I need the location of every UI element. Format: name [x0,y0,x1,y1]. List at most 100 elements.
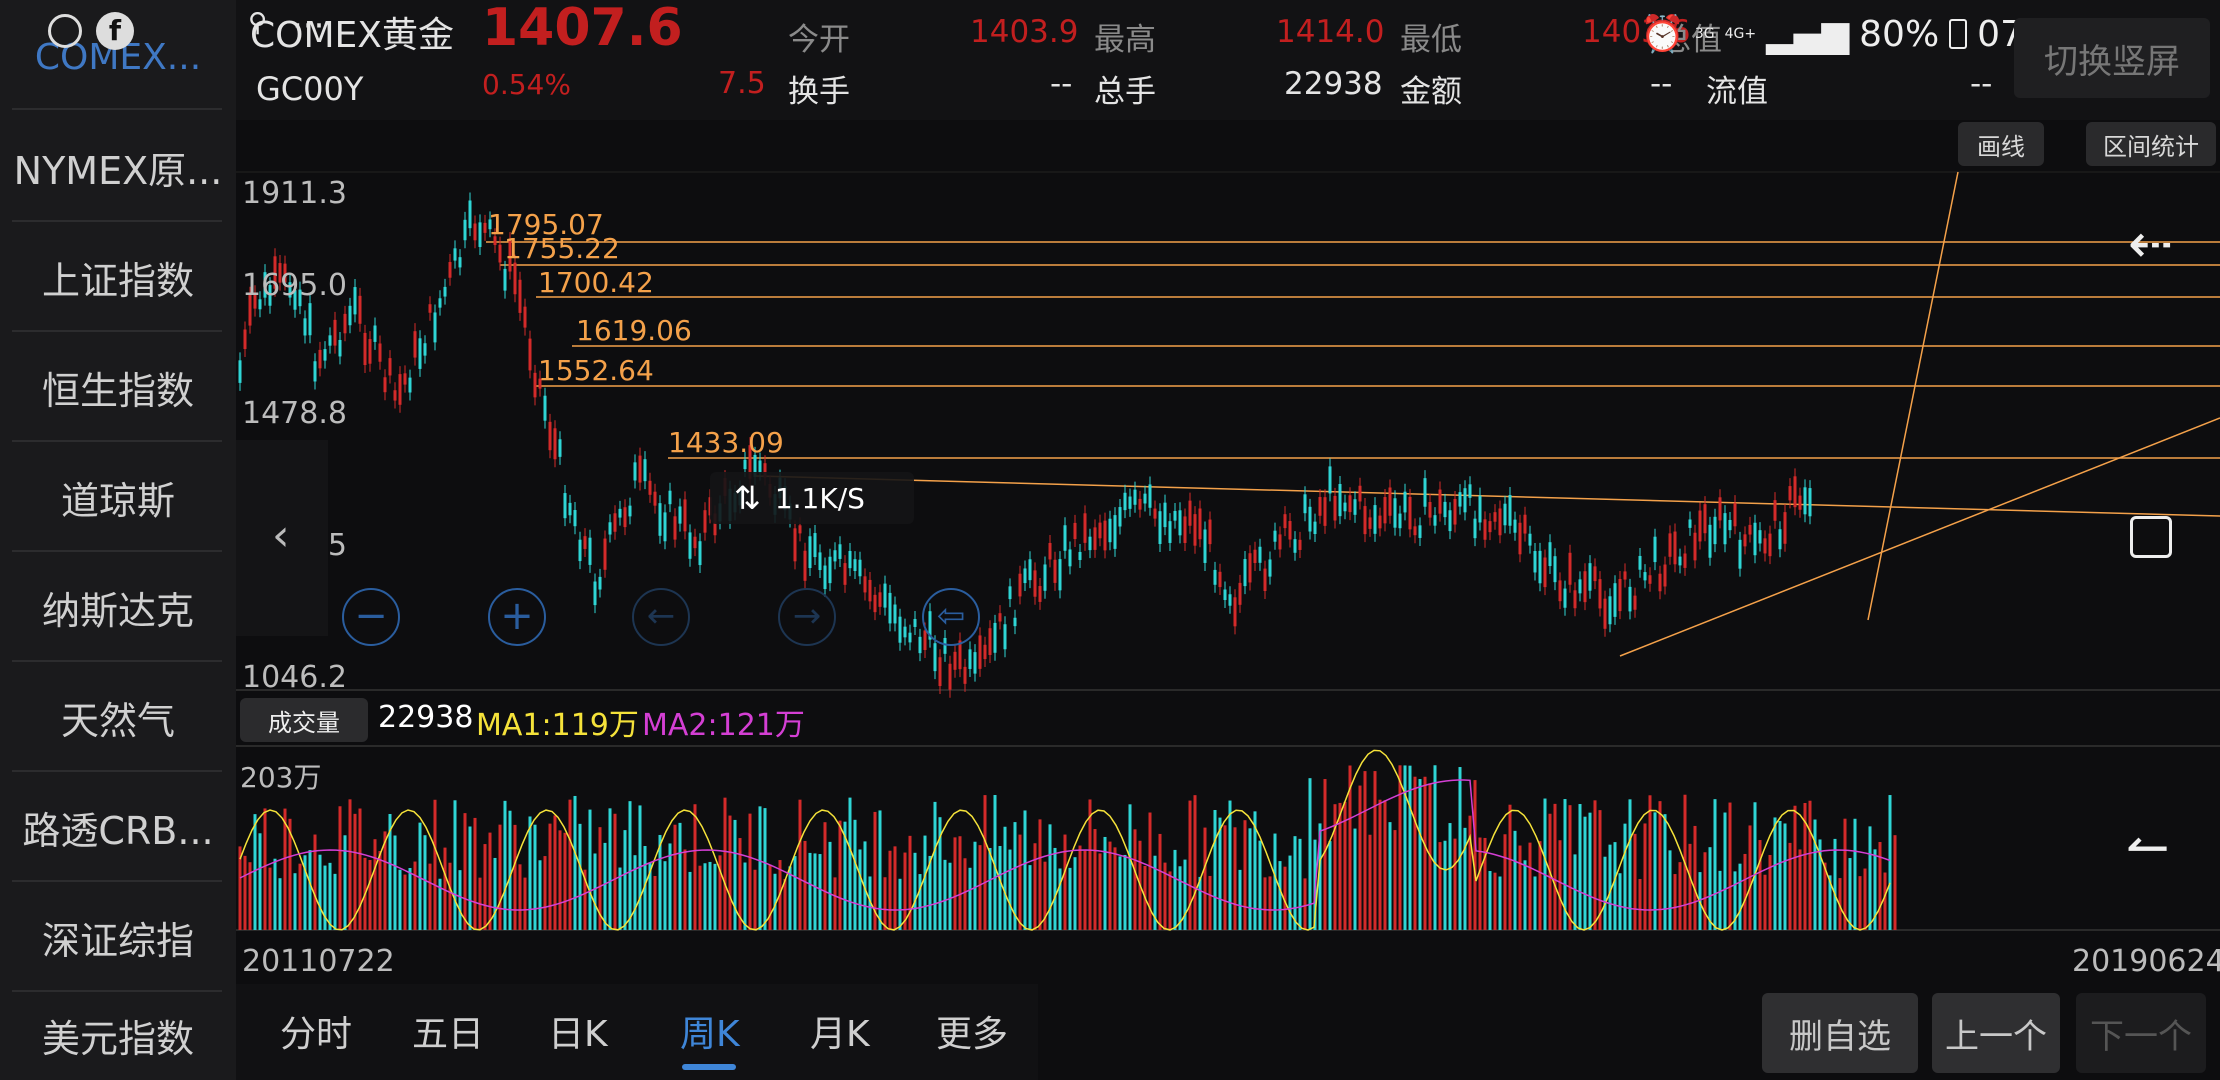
tab-intraday[interactable]: 分时 [280,1014,353,1055]
volume-bar [1018,834,1022,930]
candle-body [818,552,822,571]
draw-line-button[interactable]: 画线 [1958,122,2044,166]
candle-body [1293,539,1297,553]
candle-body [1188,500,1192,526]
volume-bar [538,860,542,930]
candle-body [1078,551,1082,561]
volume-tab[interactable]: 成交量 [240,698,368,742]
tab-five-day[interactable]: 五日 [412,1014,485,1055]
candle-body [473,223,477,241]
volume-bar [1203,827,1207,930]
sidebar-item-dxy[interactable]: 美元指数 [41,1016,194,1061]
volume-bar [533,824,537,930]
volume-bar [863,841,867,930]
volume-bar [273,858,277,930]
chart-prev-panel[interactable]: ‹ [236,440,328,636]
volume-bar [1613,842,1617,930]
volume-bar [328,862,332,930]
volume-bar [928,855,932,930]
tab-monthly[interactable]: 月K [810,1014,870,1055]
step-tool-icon[interactable]: ↼ [2126,818,2170,878]
scroll-right-icon[interactable]: → [778,588,836,646]
candle-body [243,329,247,350]
candle-body [518,279,522,313]
candle-body [1348,495,1352,513]
volume-bar [628,801,632,930]
delete-watchlist-button[interactable]: 删自选 [1762,993,1918,1073]
instrument-name: COMEX黄金 [250,15,454,56]
volume-ma1: MA1:119万 [476,708,639,743]
volume-bar [1818,839,1822,930]
last-price: 1407.6 [482,0,683,58]
volume-bar [1383,800,1387,930]
volume-bar [1298,838,1302,930]
candle-body [1218,571,1222,588]
volume-bar [868,876,872,930]
candle-body [1413,526,1417,536]
search-icon[interactable]: ⚲ [248,8,268,38]
zoom-out-icon[interactable]: − [342,588,400,646]
prev-instrument-button[interactable]: 上一个 [1932,993,2060,1073]
candle-body [453,248,457,261]
volume-bar [583,869,587,930]
volume-bar [1888,795,1892,930]
volume-bar [563,832,567,930]
candle-body [1663,564,1667,587]
volume-bar [1153,855,1157,930]
sidebar-item-hangseng[interactable]: 恒生指数 [41,368,194,413]
candle-body [1718,497,1722,521]
volume-bar [1058,868,1062,930]
candle-body [613,513,617,532]
field-value-low: 1403.6 [1582,14,1691,50]
volume-bar [873,811,877,930]
candle-body [1738,539,1742,569]
sidebar-item-nymex[interactable]: NYMEX原... [13,148,223,193]
volume-bar [358,808,362,930]
zoom-in-icon[interactable]: + [488,588,546,646]
rect-tool-icon[interactable] [2130,516,2172,558]
volume-bar [518,864,522,930]
candle-body [308,303,312,336]
reset-icon[interactable]: ⇦ [922,588,980,646]
volume-bar [1673,874,1677,930]
volume-bar [1373,771,1377,930]
volume-bar [423,835,427,930]
sidebar-item-shanghai[interactable]: 上证指数 [41,258,194,303]
divider [12,550,222,552]
candle-body [563,493,567,519]
sidebar-item-crb[interactable]: 路透CRB... [22,808,214,853]
sidebar-item-natgas[interactable]: 天然气 [60,698,175,743]
more-dots[interactable]: ··· [292,6,325,46]
volume-bar [1743,853,1747,930]
volume-bar [618,867,622,930]
candle-body [1073,522,1077,540]
sidebar-item-nasdaq[interactable]: 纳斯达克 [41,588,194,633]
sidebar-item-szcomp[interactable]: 深证综指 [41,918,194,963]
volume-bar [803,840,807,930]
battery-icon [1949,19,1968,49]
sidebar-item-dowjones[interactable]: 道琼斯 [60,478,175,523]
tab-daily[interactable]: 日K [548,1014,608,1055]
candle-body [238,360,242,383]
kline-chart[interactable] [236,160,2220,940]
candle-body [1708,524,1712,558]
tab-more[interactable]: 更多 [936,1014,1009,1055]
candle-body [593,581,597,606]
next-instrument-button[interactable]: 下一个 [2076,993,2206,1073]
arrow-left-tool-icon[interactable]: ⇠ [2128,212,2174,275]
scroll-left-icon[interactable]: ← [632,588,690,646]
candle-body [888,592,892,624]
switch-portrait-button[interactable]: 切换竖屏 [2014,18,2210,98]
candle-body [1118,507,1122,527]
volume-bar [1053,847,1057,930]
range-stats-button[interactable]: 区间统计 [2086,122,2216,166]
volume-bar [1523,860,1527,930]
candle-body [1453,498,1457,525]
volume-bar [1443,840,1447,930]
candle-body [338,339,342,357]
candle-body [1508,495,1512,526]
level-label-1700: 1700.42 [538,266,654,299]
candle-body [638,455,642,483]
tab-weekly[interactable]: 周K [680,1014,740,1055]
volume-bar [658,834,662,930]
